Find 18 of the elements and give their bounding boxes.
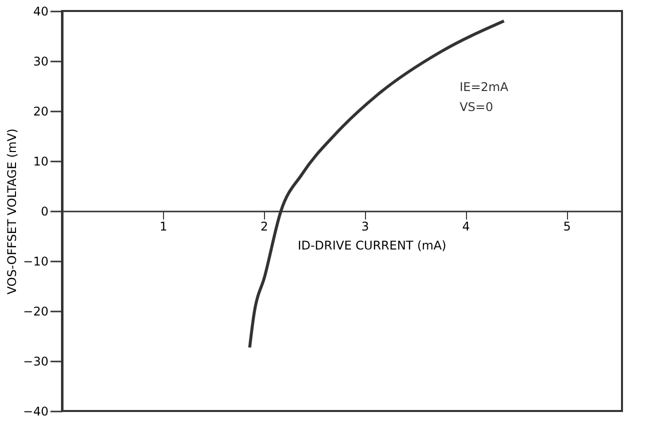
y-tick-label: 40: [33, 4, 48, 18]
y-tick-label: −10: [23, 254, 48, 268]
x-tick-label: 2: [260, 220, 268, 234]
y-tick-label: 20: [33, 104, 48, 118]
y-tick-label: −30: [23, 354, 48, 368]
annotation: VS=0: [460, 100, 494, 114]
y-tick-label: 10: [33, 154, 48, 168]
x-tick-label: 1: [160, 220, 168, 234]
y-tick-label: −40: [23, 404, 48, 418]
annotation: IE=2mA: [460, 80, 510, 94]
y-axis-title: VOS-OFFSET VOLTAGE (mV): [5, 128, 20, 294]
x-tick-label: 3: [361, 220, 370, 234]
y-tick-label: 0: [40, 204, 48, 218]
x-axis-title: ID-DRIVE CURRENT (mA): [298, 238, 446, 252]
y-tick-label: −20: [23, 304, 48, 318]
x-tick-label: 4: [462, 220, 470, 234]
y-tick-label: 30: [33, 54, 48, 68]
x-tick-label: 5: [563, 220, 571, 234]
